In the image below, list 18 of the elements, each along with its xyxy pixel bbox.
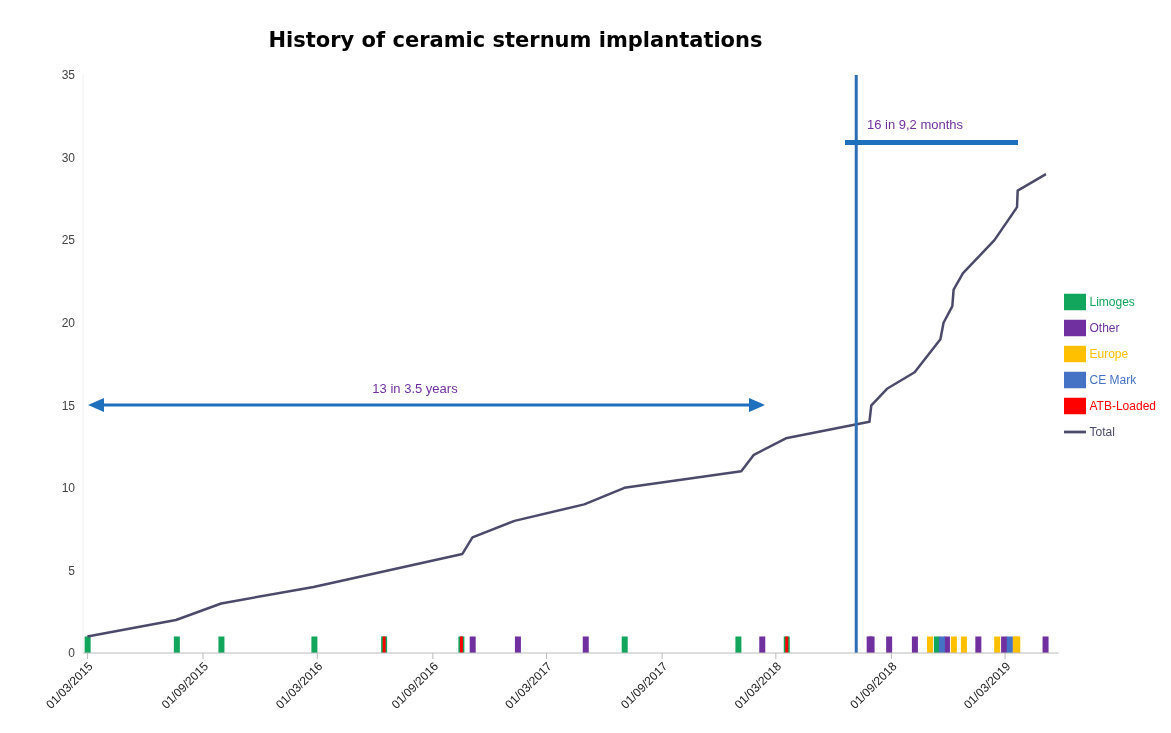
annotation: 16 in 9,2 months bbox=[866, 117, 964, 132]
annotation: 13 in 3.5 years bbox=[372, 381, 459, 396]
legend-label: CE Mark bbox=[1089, 372, 1137, 387]
y-tick-label: 0 bbox=[68, 646, 76, 661]
legend-label: Other bbox=[1089, 320, 1120, 335]
legend-label: Limoges bbox=[1089, 294, 1135, 309]
y-tick-label: 10 bbox=[61, 481, 76, 496]
y-tick-label: 20 bbox=[61, 315, 76, 330]
legend-label: ATB-Loaded bbox=[1089, 398, 1156, 413]
y-tick-label: 35 bbox=[61, 68, 76, 83]
line-series bbox=[86, 172, 1048, 638]
y-tick-label: 15 bbox=[61, 398, 76, 413]
y-tick-label: 30 bbox=[61, 150, 76, 165]
chart-title: History of ceramic sternum implantations bbox=[267, 28, 764, 52]
y-tick-label: 25 bbox=[61, 233, 76, 248]
legend-label: Total bbox=[1089, 424, 1115, 439]
y-tick-label: 5 bbox=[68, 563, 76, 578]
legend-label: Europe bbox=[1089, 346, 1129, 361]
